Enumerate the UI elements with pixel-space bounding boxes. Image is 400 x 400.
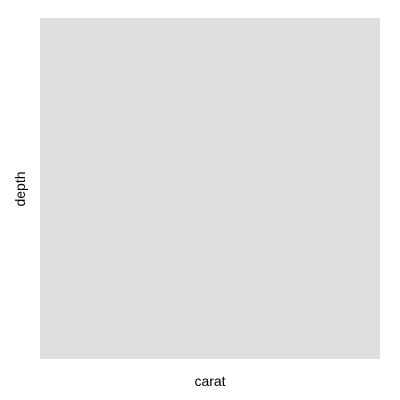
x-axis-title: carat [194, 373, 225, 389]
plot-panel [40, 18, 380, 359]
y-axis-title: depth [12, 171, 28, 206]
